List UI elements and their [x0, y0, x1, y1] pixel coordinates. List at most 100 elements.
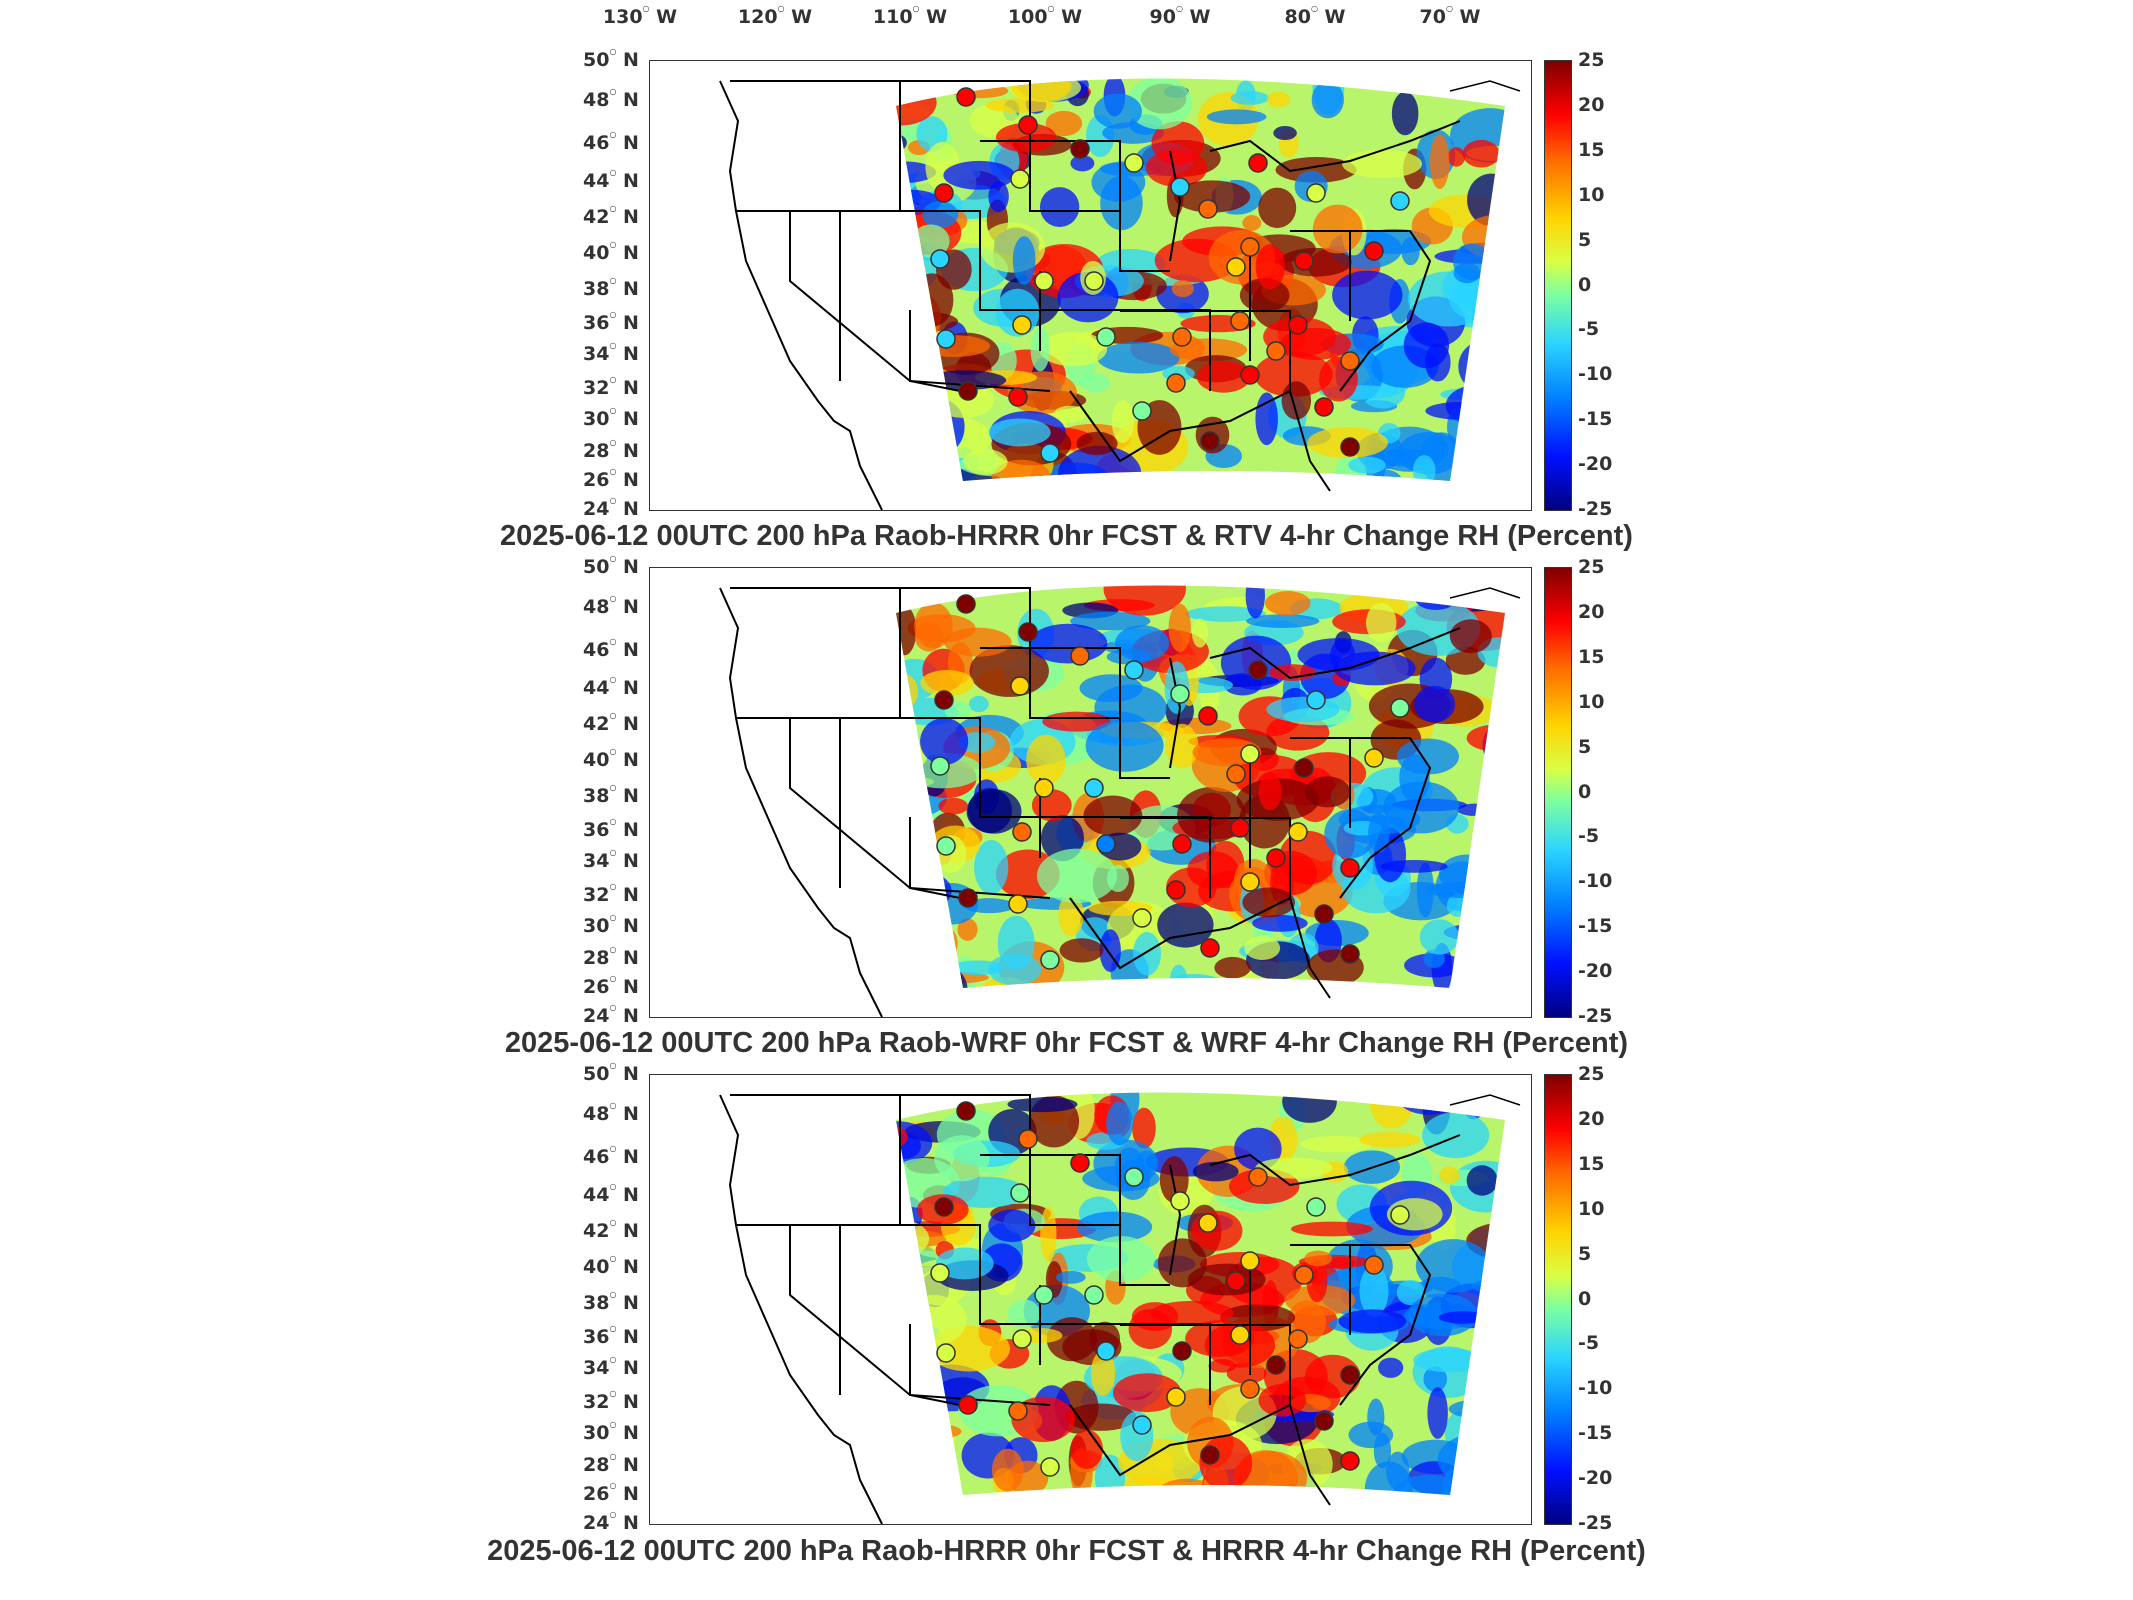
raob-station-marker — [1172, 327, 1192, 347]
colorbar-2 — [1544, 567, 1572, 1018]
raob-station-marker — [1340, 944, 1360, 964]
raob-station-marker — [1240, 872, 1260, 892]
raob-station-marker — [1364, 748, 1384, 768]
longitude-tick-label: 70○ W — [1419, 4, 1481, 28]
latitude-tick-label: 28○ N — [583, 1451, 639, 1476]
colorbar-tick-label: 0 — [1578, 273, 1592, 296]
raob-station-marker — [1240, 237, 1260, 257]
latitude-tick-label: 48○ N — [583, 1101, 639, 1126]
latitude-tick-label: 44○ N — [583, 1182, 639, 1207]
raob-station-marker — [1096, 1341, 1116, 1361]
raob-station-marker — [930, 249, 950, 269]
colorbar-tick-label: 15 — [1578, 645, 1605, 668]
colorbar-tick-label: -15 — [1578, 408, 1613, 431]
colorbar-tick-label: -15 — [1578, 915, 1613, 938]
raob-station-marker — [1390, 1205, 1410, 1225]
raob-station-marker — [1340, 351, 1360, 371]
raob-station-marker — [1132, 401, 1152, 421]
raob-station-marker — [1008, 387, 1028, 407]
raob-station-marker — [1230, 1325, 1250, 1345]
latitude-tick-label: 50○ N — [583, 1061, 639, 1085]
colorbar-tick-label: 20 — [1578, 93, 1605, 116]
raob-station-marker — [1306, 690, 1326, 710]
latitude-tick-label: 28○ N — [583, 437, 639, 462]
raob-station-marker — [958, 1395, 978, 1415]
latitude-tick-label: 32○ N — [583, 374, 639, 399]
raob-station-marker — [1170, 177, 1190, 197]
raob-station-marker — [1288, 1329, 1308, 1349]
raob-station-marker — [1340, 1451, 1360, 1471]
latitude-tick-label: 38○ N — [583, 1289, 639, 1314]
longitude-tick-label: 100○ W — [1007, 4, 1083, 28]
map-plot-2 — [649, 567, 1532, 1018]
state-boundaries — [719, 80, 1521, 510]
raob-station-markers — [930, 87, 1410, 463]
raob-station-markers — [930, 1101, 1410, 1477]
raob-station-marker — [1018, 115, 1038, 135]
raob-station-marker — [1018, 1129, 1038, 1149]
colorbar-tick-label: -25 — [1578, 498, 1613, 520]
colorbar-tick-label: 0 — [1578, 780, 1592, 803]
latitude-tick-label: 46○ N — [583, 130, 639, 155]
raob-station-marker — [930, 756, 950, 776]
longitude-tick-label: 120○ W — [737, 4, 813, 28]
raob-station-marker — [1240, 1379, 1260, 1399]
latitude-tick-label: 40○ N — [583, 747, 639, 772]
raob-station-marker — [1070, 139, 1090, 159]
raob-station-marker — [936, 1343, 956, 1363]
raob-station-marker — [1314, 1411, 1334, 1431]
raob-station-markers — [930, 594, 1410, 970]
colorbar-tick-label: 25 — [1578, 556, 1605, 578]
raob-station-marker — [930, 1263, 950, 1283]
raob-station-marker — [1166, 373, 1186, 393]
raob-station-marker — [1390, 191, 1410, 211]
colorbar-tick-label: -10 — [1578, 1377, 1613, 1400]
latitude-tick-label: 38○ N — [583, 782, 639, 807]
latitude-tick-label: 36○ N — [583, 309, 639, 334]
longitude-axis: 130○ W 120○ W 110○ W 100○ W 90○ W 80○ W 70○ W — [0, 0, 2133, 40]
raob-station-marker — [934, 1197, 954, 1217]
latitude-tick-label: 40○ N — [583, 1254, 639, 1279]
raob-station-marker — [1070, 1153, 1090, 1173]
colorbar-tick-label: -20 — [1578, 453, 1613, 476]
state-boundaries — [719, 1094, 1521, 1524]
rh-change-map-1 — [719, 78, 1521, 510]
raob-station-marker — [1248, 1167, 1268, 1187]
raob-station-marker — [1306, 183, 1326, 203]
raob-station-marker — [1040, 443, 1060, 463]
raob-station-marker — [1008, 894, 1028, 914]
raob-station-marker — [1266, 1355, 1286, 1375]
latitude-tick-label: 24○ N — [583, 1510, 639, 1534]
state-boundaries — [719, 587, 1521, 1017]
raob-station-marker — [1166, 1387, 1186, 1407]
raob-station-marker — [1390, 698, 1410, 718]
latitude-tick-label: 44○ N — [583, 675, 639, 700]
panel-title-3: 2025-06-12 00UTC 200 hPa Raob-HRRR 0hr F… — [487, 1535, 1646, 1567]
raob-station-marker — [1010, 1183, 1030, 1203]
raob-station-marker — [1084, 271, 1104, 291]
colorbar-tick-label: -25 — [1578, 1512, 1613, 1534]
longitude-tick-label: 130○ W — [602, 4, 678, 28]
latitude-tick-label: 36○ N — [583, 816, 639, 841]
latitude-tick-label: 32○ N — [583, 1388, 639, 1413]
latitude-tick-label: 50○ N — [583, 47, 639, 71]
raob-station-marker — [1166, 880, 1186, 900]
raob-station-marker — [1294, 251, 1314, 271]
raob-station-marker — [1314, 397, 1334, 417]
raob-station-marker — [956, 87, 976, 107]
rh-field — [896, 1092, 1505, 1495]
latitude-tick-label: 48○ N — [583, 87, 639, 112]
latitude-tick-label: 30○ N — [583, 913, 639, 938]
map-plot-3 — [649, 1074, 1532, 1525]
latitude-tick-label: 46○ N — [583, 637, 639, 662]
raob-station-marker — [1240, 1251, 1260, 1271]
colorbar-tick-label: -25 — [1578, 1005, 1613, 1027]
latitude-tick-label: 34○ N — [583, 848, 639, 873]
raob-station-marker — [1294, 758, 1314, 778]
colorbar-tick-label: 10 — [1578, 183, 1605, 206]
latitude-tick-label: 42○ N — [583, 204, 639, 229]
colorbar-tick-label: -20 — [1578, 1467, 1613, 1490]
colorbar-1 — [1544, 60, 1572, 511]
colorbar-tick-label: -5 — [1578, 318, 1600, 341]
raob-station-marker — [1010, 676, 1030, 696]
